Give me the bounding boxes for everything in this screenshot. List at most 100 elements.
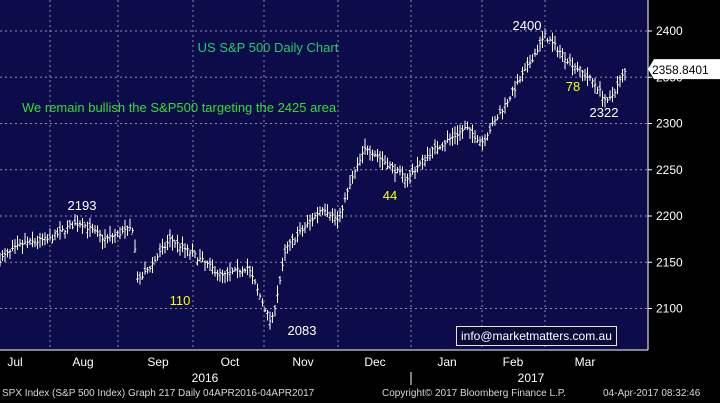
price-bar xyxy=(411,163,414,175)
price-bar xyxy=(11,239,14,252)
annotation-label: 78 xyxy=(566,79,580,94)
price-bar xyxy=(323,203,327,216)
price-bar xyxy=(8,249,12,259)
price-bar xyxy=(1,250,4,262)
price-bar xyxy=(231,267,234,275)
price-bar xyxy=(216,269,219,281)
price-bar xyxy=(348,175,352,190)
year-label: 2017 xyxy=(518,371,545,385)
price-bar xyxy=(508,96,512,102)
price-bar xyxy=(431,146,434,159)
price-bar xyxy=(58,221,62,240)
price-bar xyxy=(218,268,222,282)
price-bar xyxy=(68,220,72,229)
price-bar xyxy=(526,57,529,73)
price-bar xyxy=(521,66,524,82)
price-bar xyxy=(453,126,457,145)
price-bar xyxy=(503,97,507,114)
price-bar xyxy=(358,153,362,166)
price-bar xyxy=(88,217,92,237)
price-bar xyxy=(478,136,482,147)
price-bar xyxy=(81,217,84,234)
price-bar xyxy=(33,237,37,248)
price-bar xyxy=(501,108,504,120)
price-bar xyxy=(116,230,119,238)
price-bar xyxy=(408,170,412,184)
price-bar xyxy=(86,221,89,239)
price-bar xyxy=(488,123,492,134)
price-bar xyxy=(343,192,347,203)
price-bar xyxy=(48,228,52,241)
price-bar xyxy=(196,257,199,266)
price-bar xyxy=(283,244,287,261)
x-tick-label: Mar xyxy=(575,355,596,369)
price-bar xyxy=(548,36,552,44)
price-bar xyxy=(621,69,624,83)
price-bar xyxy=(91,223,94,234)
price-bar xyxy=(148,265,152,273)
x-tick-label: Jul xyxy=(7,355,22,369)
annotation-label: 2400 xyxy=(513,18,542,33)
price-bar xyxy=(181,236,184,253)
price-bar xyxy=(443,139,447,152)
price-bar xyxy=(451,127,454,146)
price-bar xyxy=(601,90,604,107)
price-bar xyxy=(433,139,437,155)
price-bar xyxy=(226,267,229,282)
price-bar xyxy=(16,235,19,250)
price-bar xyxy=(418,160,422,167)
price-bar xyxy=(481,136,484,151)
price-bar xyxy=(203,260,207,271)
price-bar xyxy=(211,259,214,275)
price-bar xyxy=(391,161,394,174)
price-bar xyxy=(133,239,137,253)
price-bar xyxy=(193,250,197,259)
price-bar xyxy=(316,206,319,224)
price-bar xyxy=(111,233,114,244)
price-bar xyxy=(276,285,279,303)
price-bar xyxy=(598,81,602,97)
price-bar xyxy=(533,48,537,57)
price-bar xyxy=(583,68,587,81)
price-bar xyxy=(578,65,582,78)
price-bar xyxy=(376,148,379,163)
price-bar xyxy=(21,239,24,254)
x-tick-label: Feb xyxy=(503,355,524,369)
price-bar xyxy=(301,225,304,237)
price-bar xyxy=(38,232,42,248)
price-bar xyxy=(266,310,269,321)
price-bar xyxy=(246,258,249,276)
price-bar xyxy=(43,232,47,246)
price-bar xyxy=(576,61,579,72)
price-bar xyxy=(138,271,142,285)
price-bar xyxy=(568,53,572,66)
price-bar xyxy=(618,75,622,88)
price-bar xyxy=(476,135,479,143)
price-bar xyxy=(336,211,339,229)
price-bar xyxy=(498,105,502,115)
price-bar xyxy=(493,115,497,126)
price-bar xyxy=(271,312,274,324)
price-bar xyxy=(616,76,619,95)
price-bar xyxy=(466,121,469,131)
chart-title: US S&P 500 Daily Chart xyxy=(198,40,339,55)
price-bar xyxy=(286,241,289,254)
annotation-label: 110 xyxy=(170,293,191,308)
price-bar xyxy=(356,157,359,172)
price-bar xyxy=(158,243,162,258)
price-bar xyxy=(546,37,549,43)
price-bar xyxy=(351,170,354,184)
price-bar xyxy=(321,207,324,216)
price-bar xyxy=(381,151,384,170)
price-bar xyxy=(441,142,444,151)
price-bar xyxy=(208,257,212,271)
price-bar xyxy=(496,114,499,121)
price-bar xyxy=(483,134,487,147)
price-bar xyxy=(371,149,374,161)
price-bar xyxy=(273,305,277,317)
price-bar xyxy=(536,44,539,55)
price-bar xyxy=(403,173,407,189)
price-bar xyxy=(183,243,187,258)
price-bar xyxy=(593,77,597,94)
price-bar xyxy=(26,236,29,248)
